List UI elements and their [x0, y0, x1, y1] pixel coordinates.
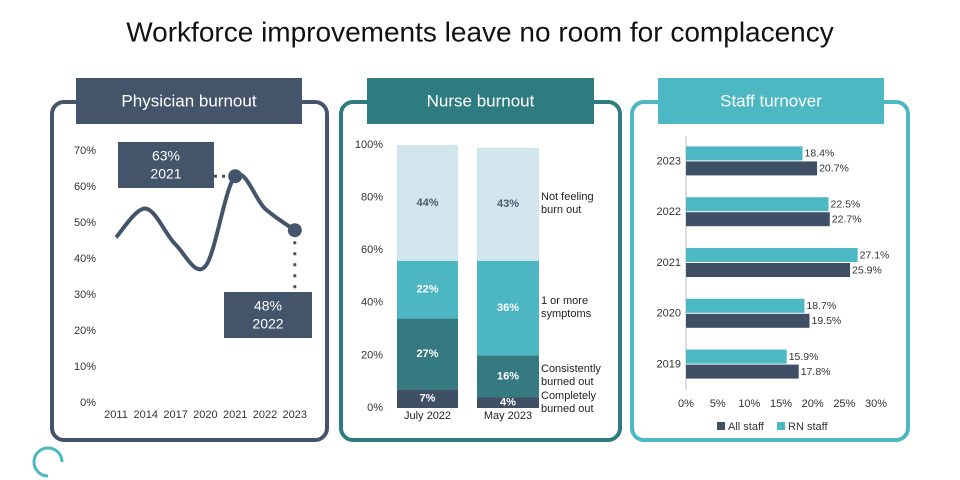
x-tick-label: 10%: [738, 398, 760, 410]
x-tick-label: 25%: [833, 398, 855, 410]
value-label: 18.4%: [805, 148, 835, 160]
value-label: 7%: [420, 393, 436, 405]
highlight-dot: [228, 169, 243, 184]
value-label: 44%: [416, 197, 438, 209]
bar-segment: [477, 260, 539, 356]
x-tick-label: May 2023: [483, 410, 533, 422]
value-label: 36%: [497, 302, 519, 314]
y-tick-label: 2020: [657, 308, 681, 320]
y-tick-label: 2023: [657, 155, 681, 167]
legend-label: All staff: [728, 421, 765, 433]
bar: [686, 161, 818, 176]
value-label: 22.5%: [831, 198, 861, 210]
bar: [686, 146, 803, 161]
legend-swatch: [717, 422, 725, 430]
y-tick-label: 40%: [361, 297, 383, 309]
bar: [686, 349, 787, 364]
annotation-year: 2021: [150, 166, 181, 182]
panel-title-box: [367, 78, 594, 124]
x-tick-label: 5%: [710, 398, 726, 410]
y-tick-label: 20%: [74, 325, 96, 337]
panel-title: Staff turnover: [720, 91, 822, 110]
annotation-value: 48%: [254, 298, 282, 314]
y-tick-label: 30%: [74, 289, 96, 301]
legend-label: 1 or more symptoms: [541, 295, 592, 321]
annotation-value: 63%: [152, 148, 180, 164]
y-tick-label: 50%: [74, 217, 96, 229]
bar: [686, 248, 858, 262]
value-label: 27.1%: [860, 249, 890, 261]
bar-segment: [397, 389, 458, 408]
x-tick-label: July 2022: [403, 410, 452, 422]
value-label: 43%: [497, 198, 519, 210]
value-label: 4%: [500, 397, 516, 409]
x-tick-label: 2023: [283, 409, 307, 421]
bar: [686, 364, 799, 379]
y-tick-label: 2019: [657, 359, 681, 371]
highlight-dot: [287, 223, 302, 238]
annotation-year: 2022: [252, 316, 283, 332]
panel-title-box: [658, 78, 884, 124]
legend-label: Not feeling burn out: [541, 191, 594, 217]
bar: [686, 298, 805, 313]
annotation-box: [224, 292, 312, 338]
panel-title: Nurse burnout: [427, 91, 535, 110]
value-label: 16%: [497, 370, 519, 382]
line: [114, 172, 296, 271]
legend-label: RN staff: [788, 421, 828, 433]
legend-label: Consistently burned out: [541, 363, 601, 389]
y-tick-label: 70%: [74, 145, 96, 157]
y-tick-label: 80%: [361, 192, 383, 204]
x-tick-label: 2011: [104, 409, 128, 421]
x-tick-label: 2021: [223, 409, 247, 421]
bar: [686, 212, 830, 227]
legend-swatch: [777, 422, 785, 430]
bar-segment: [397, 260, 458, 319]
bar: [686, 313, 810, 328]
bar-segment: [397, 318, 458, 390]
panel-title: Physician burnout: [121, 91, 256, 110]
y-tick-label: 20%: [361, 349, 383, 361]
y-tick-label: 60%: [361, 244, 383, 256]
y-tick-label: 60%: [74, 181, 96, 193]
value-label: 22%: [416, 284, 438, 296]
x-tick-label: 20%: [802, 398, 824, 410]
value-label: 17.8%: [801, 366, 831, 378]
x-tick-label: 2014: [134, 409, 158, 421]
y-tick-label: 100%: [355, 139, 383, 151]
annotation-box: [118, 142, 214, 188]
logo: [32, 446, 64, 478]
x-tick-label: 2017: [163, 409, 187, 421]
value-label: 18.7%: [806, 300, 836, 312]
bar: [686, 197, 829, 212]
bar-segment: [397, 145, 458, 261]
y-tick-label: 0%: [367, 402, 383, 414]
x-tick-label: 2022: [253, 409, 277, 421]
value-label: 15.9%: [789, 351, 819, 363]
y-tick-label: 10%: [74, 361, 96, 373]
panel-title-box: [76, 78, 302, 124]
legend-label: Completely burned out: [541, 389, 597, 415]
y-tick-label: 0%: [80, 397, 96, 409]
x-tick-label: 30%: [865, 398, 887, 410]
x-tick-label: 0%: [678, 398, 694, 410]
value-label: 27%: [416, 348, 438, 360]
bar-segment: [477, 147, 539, 261]
y-tick-label: 2022: [657, 206, 681, 218]
x-tick-label: 2020: [193, 409, 217, 421]
slide-title: Workforce improvements leave no room for…: [126, 16, 834, 47]
value-label: 20.7%: [819, 163, 849, 175]
value-label: 22.7%: [832, 213, 862, 225]
bar-segment: [477, 397, 539, 408]
bar: [686, 263, 851, 277]
x-tick-label: 15%: [770, 398, 792, 410]
y-tick-label: 2021: [657, 257, 681, 269]
value-label: 25.9%: [852, 264, 882, 276]
value-label: 19.5%: [812, 315, 842, 327]
bar-segment: [477, 355, 539, 398]
y-tick-label: 40%: [74, 253, 96, 265]
